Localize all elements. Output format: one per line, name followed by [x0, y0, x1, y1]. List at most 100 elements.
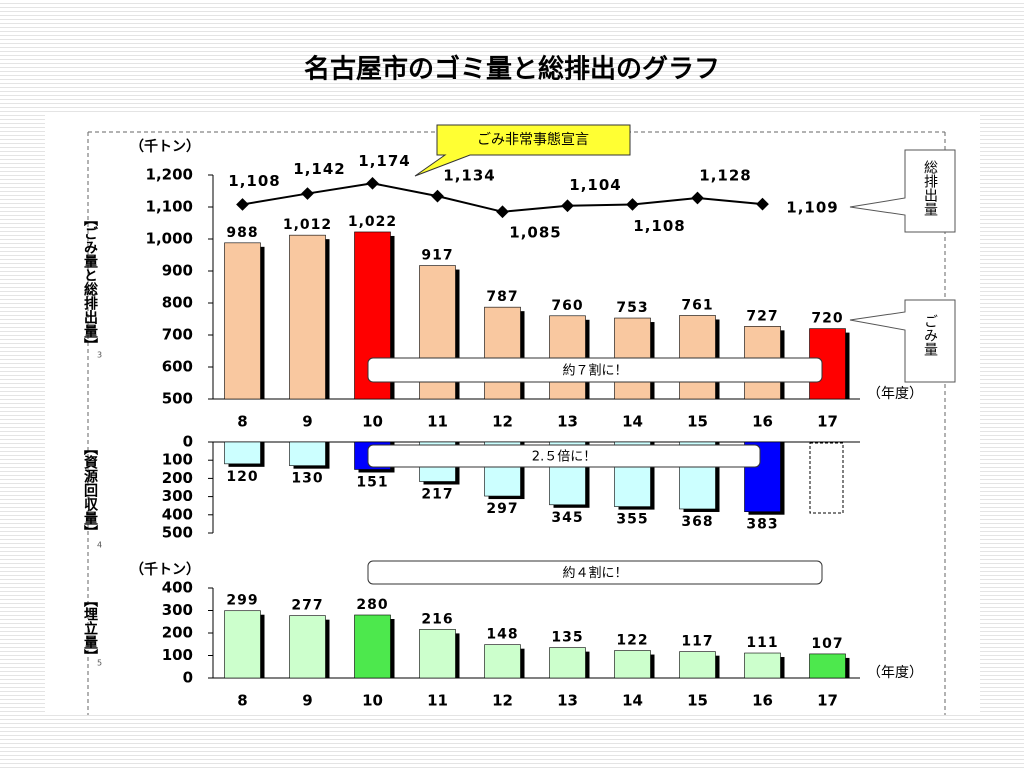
unit-label: （千トン）	[130, 138, 200, 155]
legend-entry: ごみ量	[922, 314, 938, 356]
y-axis-label: 【ごみ量と総排出量】	[82, 212, 98, 352]
data-label: 1,022	[348, 214, 397, 230]
bar	[614, 650, 651, 679]
bar	[354, 614, 391, 679]
y-tick-label: 1,000	[146, 230, 193, 248]
data-label: 1,109	[786, 199, 838, 217]
y-tick-label: 1,200	[146, 166, 193, 184]
bar	[484, 644, 521, 679]
y-axis-label: 【資源回収量】	[82, 441, 98, 539]
y-tick-label: 400	[162, 579, 193, 597]
x-axis-label: （年度）	[867, 386, 923, 402]
y-tick-label: 500	[162, 524, 193, 542]
data-label: 383	[746, 517, 778, 533]
bar	[744, 652, 781, 679]
bar	[679, 651, 716, 679]
y-tick-label: 800	[162, 294, 193, 312]
marker	[301, 187, 314, 200]
data-label: 148	[486, 627, 518, 643]
data-label: 355	[616, 512, 648, 528]
annotation-box	[367, 444, 761, 468]
data-label: 787	[486, 289, 518, 305]
data-label: 1,128	[699, 167, 751, 185]
bar	[809, 653, 846, 679]
x-tick-label: 16	[752, 692, 773, 710]
bar	[549, 647, 586, 679]
data-label: 917	[421, 248, 453, 264]
x-tick-label: 11	[427, 413, 448, 431]
unit-label: （千トン）	[130, 561, 200, 578]
callout	[849, 299, 956, 383]
y-axis-label: 【埋立量】	[82, 593, 98, 663]
data-label: 111	[746, 635, 778, 651]
x-tick-label: 15	[687, 692, 708, 710]
y-tick-label: 400	[162, 505, 193, 523]
bar	[549, 315, 586, 400]
placeholder-bar	[809, 442, 844, 514]
data-label: 345	[551, 510, 583, 526]
data-label: 368	[681, 514, 713, 530]
marker	[366, 176, 379, 190]
y-tick-label: 200	[162, 469, 193, 487]
x-tick-label: 8	[237, 692, 247, 710]
data-label: 135	[551, 630, 583, 646]
data-label: 1,174	[358, 152, 410, 170]
y-tick-label: 200	[162, 624, 193, 642]
x-tick-label: 14	[622, 413, 643, 431]
page-number: 5	[97, 659, 102, 668]
data-label: 216	[421, 611, 453, 627]
bar	[224, 242, 261, 400]
bar	[289, 441, 326, 466]
bar	[289, 234, 326, 400]
data-label: 1,108	[633, 217, 685, 235]
data-label: 122	[616, 633, 648, 649]
y-tick-label: 500	[162, 390, 193, 408]
y-tick-label: 0	[183, 433, 193, 451]
x-tick-label: 14	[622, 692, 643, 710]
data-label: 760	[551, 298, 583, 314]
data-label: 130	[291, 471, 323, 487]
bar	[484, 306, 521, 400]
y-tick-label: 900	[162, 262, 193, 280]
data-label: 217	[421, 486, 453, 502]
x-tick-label: 8	[237, 413, 247, 431]
data-label: 120	[226, 469, 258, 485]
y-tick-label: 300	[162, 487, 193, 505]
x-tick-label: 12	[492, 692, 513, 710]
annotation: 約４割に！	[562, 565, 627, 581]
annotation: 2.５倍に！	[532, 450, 596, 465]
page-number: 4	[97, 541, 102, 550]
x-tick-label: 17	[817, 413, 838, 431]
data-label: 1,104	[569, 176, 621, 194]
x-tick-label: 15	[687, 413, 708, 431]
x-tick-label: 10	[362, 413, 383, 431]
bar	[224, 610, 261, 679]
data-label: 988	[226, 225, 258, 241]
data-label: 1,085	[509, 223, 561, 241]
y-tick-label: 100	[162, 451, 193, 469]
data-label: 727	[746, 308, 778, 324]
x-tick-label: 13	[557, 413, 578, 431]
data-label: 720	[811, 311, 843, 327]
data-label: 117	[681, 634, 713, 650]
bar	[679, 315, 716, 400]
data-label: 297	[486, 501, 518, 517]
x-tick-label: 10	[362, 692, 383, 710]
annotation: ごみ非常事態宣言	[477, 132, 589, 148]
x-axis-label: （年度）	[867, 665, 923, 681]
marker	[236, 198, 249, 211]
bar	[289, 615, 326, 679]
data-label: 1,012	[283, 217, 332, 233]
x-tick-label: 11	[427, 692, 448, 710]
annotation: 約７割に！	[562, 363, 627, 379]
callout	[414, 124, 631, 177]
x-tick-label: 12	[492, 413, 513, 431]
data-label: 151	[356, 474, 388, 490]
bar	[224, 441, 261, 465]
x-tick-label: 9	[302, 692, 312, 710]
y-tick-label: 700	[162, 326, 193, 344]
y-tick-label: 1,100	[146, 198, 193, 216]
data-label: 107	[811, 636, 843, 652]
